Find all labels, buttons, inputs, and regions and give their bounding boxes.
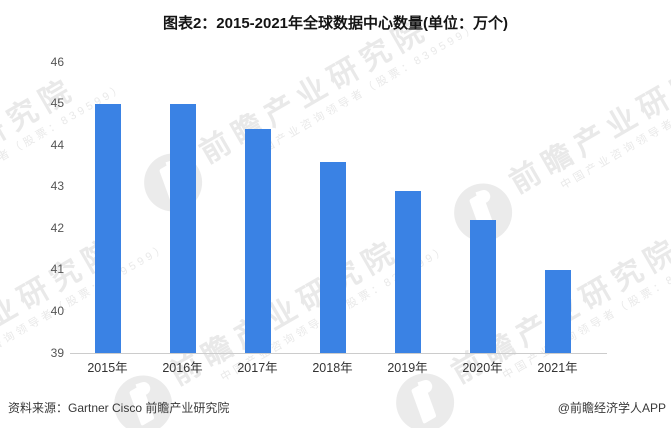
- y-axis-tick-label: 46: [50, 54, 64, 69]
- chart-title: 图表2：2015-2021年全球数据中心数量(单位：万个): [162, 15, 509, 32]
- bar-2015年: [94, 103, 121, 353]
- y-axis-tick-label: 41: [50, 262, 64, 277]
- x-axis-label: 2021年: [537, 361, 578, 375]
- x-axis-label: 2015年: [87, 361, 128, 375]
- bar-2020年: [469, 219, 496, 353]
- x-axis-label: 2019年: [387, 361, 428, 375]
- credit-note: @前瞻经济学人APP: [557, 401, 666, 415]
- y-axis-tick-label: 44: [50, 137, 64, 152]
- x-axis-label: 2017年: [237, 361, 278, 375]
- x-axis-label: 2020年: [462, 361, 503, 375]
- bar-2017年: [244, 128, 271, 353]
- bar-2019年: [394, 190, 421, 353]
- bar-2018年: [319, 161, 346, 353]
- x-axis-label: 2016年: [162, 361, 203, 375]
- y-axis-tick-label: 45: [50, 96, 64, 111]
- y-axis-tick-label: 39: [50, 345, 64, 360]
- x-axis-line: [70, 353, 607, 354]
- source-note: 资料来源：Gartner Cisco 前瞻产业研究院: [8, 401, 230, 415]
- y-axis-tick-label: 43: [50, 179, 64, 194]
- x-axis-label: 2018年: [312, 361, 353, 375]
- y-axis-tick-label: 40: [50, 303, 64, 318]
- y-axis-tick-label: 42: [50, 220, 64, 235]
- bar-2016年: [169, 103, 196, 353]
- bar-2021年: [544, 269, 571, 353]
